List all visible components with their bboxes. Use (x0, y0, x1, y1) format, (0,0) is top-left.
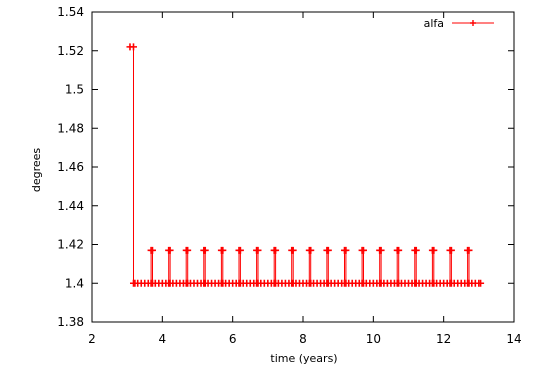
data-point (465, 246, 473, 254)
data-point (342, 246, 350, 254)
legend: alfa (424, 17, 494, 30)
data-point (307, 246, 315, 254)
data-point (129, 43, 137, 51)
data-point (254, 246, 262, 254)
data-point (324, 246, 332, 254)
data-point (395, 246, 403, 254)
data-point (477, 279, 485, 287)
x-tick-label: 12 (436, 332, 451, 346)
y-tick-label: 1.44 (57, 199, 84, 213)
x-tick-label: 4 (159, 332, 167, 346)
axes-layer: 2 4 6 8 10 12 14 1.38 1.4 1.42 1.44 1.46 1.48 1.5 1.52… (57, 5, 521, 346)
series-layer (126, 43, 485, 287)
x-tick-label: 2 (88, 332, 96, 346)
y-tick-label: 1.5 (65, 83, 84, 97)
data-point (166, 246, 174, 254)
data-point (289, 246, 297, 254)
data-point (412, 246, 420, 254)
data-point (430, 246, 438, 254)
data-point (148, 246, 156, 254)
y-axis-title: degrees (30, 148, 43, 193)
data-point (219, 246, 227, 254)
x-axis-title: time (years) (270, 352, 337, 365)
y-tick-label: 1.38 (57, 315, 84, 329)
data-point (236, 246, 244, 254)
data-point (201, 246, 209, 254)
x-tick-label: 14 (506, 332, 521, 346)
series-line-alfa (130, 46, 481, 284)
x-tick-label: 6 (229, 332, 237, 346)
y-tick-label: 1.46 (57, 160, 84, 174)
x-tick-label: 10 (366, 332, 381, 346)
data-point (272, 246, 280, 254)
y-tick-label: 1.48 (57, 121, 84, 135)
legend-label-alfa: alfa (424, 17, 444, 30)
y-tick-label: 1.52 (57, 44, 84, 58)
legend-marker-sample (470, 20, 476, 26)
x-tick-label: 8 (299, 332, 307, 346)
data-point (359, 246, 367, 254)
y-tick-label: 1.42 (57, 238, 84, 252)
data-point (184, 246, 192, 254)
y-tick-label: 1.54 (57, 5, 84, 19)
y-tick-label: 1.4 (65, 276, 84, 290)
data-point (447, 246, 455, 254)
data-point (377, 246, 385, 254)
plot-frame (91, 11, 515, 323)
